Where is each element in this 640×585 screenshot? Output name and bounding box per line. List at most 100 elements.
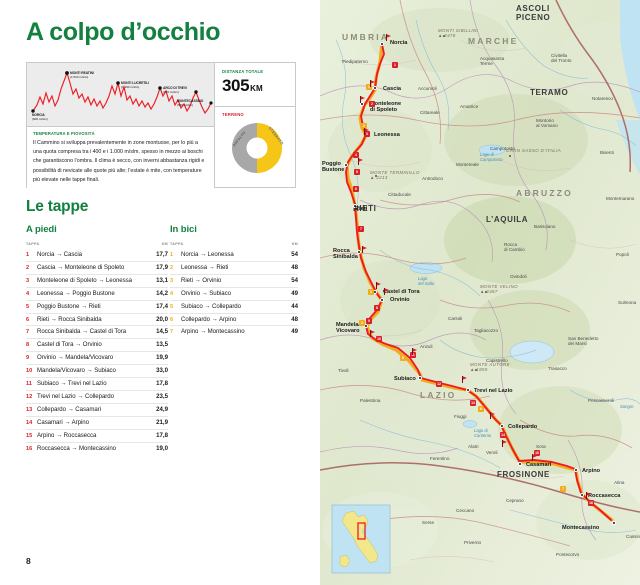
column-heading-in-bici: In bici <box>170 224 197 235</box>
map-stage-badge-walking[interactable]: 10 <box>376 336 382 342</box>
map-stage-badge-walking[interactable]: 9 <box>366 318 372 324</box>
map-stage-badge-walking[interactable]: 5 <box>354 169 360 175</box>
stage-row[interactable]: 14 Casamari → Arpino 21,9 <box>26 417 168 430</box>
stats-column: DISTANZA TOTALE 305 KM TERRENO <box>214 63 296 187</box>
map-stage-marker[interactable] <box>500 424 504 428</box>
map-stage-badge-cycling[interactable]: 5 <box>400 355 406 361</box>
map-stage-marker[interactable] <box>418 376 422 380</box>
stage-row[interactable]: 12 Trevi nel Lazio → Collepardo 23,5 <box>26 391 168 404</box>
map-stage-badge-walking[interactable]: 2 <box>369 101 375 107</box>
stage-row[interactable]: 7 Arpino → Montecassino 49 <box>170 326 298 338</box>
map-stage-marker[interactable] <box>612 521 616 525</box>
map-stage-badge-walking[interactable]: 3 <box>364 131 370 137</box>
map-stage-badge-cycling[interactable]: 3 <box>368 289 374 295</box>
column-header-row: TAPPA KM <box>170 242 298 248</box>
stage-number: 1 <box>170 252 174 258</box>
map-stage-badge-cycling[interactable]: 4 <box>359 320 365 326</box>
stage-distance: 19,9 <box>156 354 168 362</box>
stage-name: Norcia → Cascia <box>37 251 82 258</box>
distance-block: DISTANZA TOTALE 305 KM <box>215 63 296 107</box>
stage-row[interactable]: 13 Collepardo → Casamari 24,9 <box>26 404 168 417</box>
stage-row[interactable]: 10 Mandela/Vicovaro → Subiaco 33,0 <box>26 365 168 379</box>
temperature-body: Il Cammino si sviluppa prevalentemente i… <box>33 139 205 184</box>
map-stage-marker[interactable] <box>380 42 384 46</box>
map-stage-marker[interactable] <box>466 388 470 392</box>
stage-row[interactable]: 16 Roccasecca → Montecassino 19,0 <box>26 443 168 455</box>
stage-row[interactable]: 2 Cascia → Monteleone di Spoleto 17,9 <box>26 262 168 275</box>
stage-row[interactable]: 15 Arpino → Roccasecca 17,8 <box>26 430 168 443</box>
distance-value: 305 <box>222 76 250 95</box>
header-tappa: TAPPA <box>26 242 40 246</box>
stage-distance: 17,4 <box>156 302 168 310</box>
stage-row[interactable]: 5 Subiaco → Collepardo 44 <box>170 301 298 314</box>
stage-number: 15 <box>26 432 33 439</box>
map-stage-marker[interactable] <box>518 462 522 466</box>
stage-number: 1 <box>26 252 30 258</box>
peak-label-monti-reatini: MONTI REATINI (1.510 m/slm) <box>70 71 94 80</box>
temperature-panel: TEMPERATURA E PIOVOSITÀ Il Cammino si sv… <box>27 127 214 188</box>
stage-number: 4 <box>170 290 174 297</box>
map-route-flag-icon <box>358 157 363 165</box>
stage-row[interactable]: 6 Collepardo → Arpino 48 <box>170 314 298 327</box>
map-stage-badge-cycling[interactable]: 2 <box>361 123 367 129</box>
map-stage-badge-walking[interactable]: 4 <box>353 152 359 158</box>
map-stage-badge-walking[interactable]: 15 <box>534 450 540 456</box>
map-stage-badge-cycling[interactable]: 6 <box>478 406 484 412</box>
stage-row[interactable]: 6 Rieti → Rocca Sinibalda 20,0 <box>26 314 168 327</box>
map-stage-badge-walking[interactable]: 16 <box>588 500 594 506</box>
map-stage-badge-walking[interactable]: 7 <box>358 226 364 232</box>
map-stage-badge-walking[interactable]: 8 <box>374 305 380 311</box>
page-title: A colpo d’occhio <box>26 18 221 46</box>
stages-column-in-bici: In bici TAPPA KM 1 Norcia → Leonessa 54 2 Le… <box>170 224 298 338</box>
stage-row[interactable]: 8 Castel di Tora → Orvinio 13,5 <box>26 339 168 353</box>
map-stage-badge-walking[interactable]: 13 <box>470 400 476 406</box>
map-stage-badge-walking[interactable]: 14 <box>500 432 506 438</box>
stage-row[interactable]: 7 Rocca Sinibalda → Castel di Tora 14,5 <box>26 326 168 340</box>
stage-number: 8 <box>26 342 30 349</box>
italy-inset-map <box>332 505 390 573</box>
stage-number: 13 <box>26 406 33 413</box>
stage-row[interactable]: 5 Poggio Bustone → Rieti 17,4 <box>26 301 168 314</box>
map-stage-badge-walking[interactable]: 6 <box>353 186 359 192</box>
map-route-flag-icon <box>370 329 375 337</box>
map-route-flag-icon <box>532 453 537 461</box>
map-stage-badge-cycling[interactable]: 7 <box>560 486 566 492</box>
map-route-flag-icon <box>364 127 369 135</box>
stage-distance: 17,8 <box>156 380 168 388</box>
stage-name: Leonessa → Rieti <box>181 263 229 271</box>
map-stage-badge-walking[interactable]: 11 <box>410 352 416 358</box>
stage-row[interactable]: 1 Norcia → Cascia 17,7 <box>26 249 168 262</box>
map-stage-marker[interactable] <box>357 250 361 254</box>
stage-row[interactable]: 4 Orvinio → Subiaco 49 <box>170 288 298 301</box>
stage-row[interactable]: 9 Orvinio → Mandela/Vicovaro 19,9 <box>26 352 168 366</box>
map-stage-marker[interactable] <box>373 86 377 90</box>
map-stage-badge-cycling[interactable]: 1 <box>366 84 372 90</box>
map-stage-marker[interactable] <box>580 493 584 497</box>
map-stage-badge-walking[interactable]: 12 <box>436 381 442 387</box>
map-stage-marker[interactable] <box>364 324 368 328</box>
page-number: 8 <box>26 556 31 566</box>
stage-name: Rieti → Rocca Sinibalda <box>37 315 102 323</box>
map-stage-marker[interactable] <box>353 204 357 208</box>
stage-number: 2 <box>170 264 174 271</box>
distance-unit: KM <box>250 84 263 93</box>
map-stage-marker[interactable] <box>380 298 384 302</box>
stage-row[interactable]: 11 Subiaco → Trevi nel Lazio 17,8 <box>26 378 168 391</box>
distance-label: DISTANZA TOTALE <box>222 69 264 74</box>
peak-label-norcia: NORCIA (600 m/slm) <box>32 113 48 122</box>
map-route-flag-icon <box>362 245 367 253</box>
stage-row[interactable]: 4 Leonessa → Poggio Bustone 14,2 <box>26 288 168 301</box>
stage-row[interactable]: 3 Monteleone di Spoleto → Leonessa 13,1 <box>26 275 168 288</box>
stage-distance: 54 <box>291 251 298 258</box>
map-panel[interactable]: UMBRIA MARCHE ABRUZZO LAZIO ASCOLI PICENO TERA… <box>320 0 640 585</box>
map-stage-marker[interactable] <box>344 163 348 167</box>
stage-row[interactable]: 2 Leonessa → Rieti 48 <box>170 262 298 275</box>
map-stage-marker[interactable] <box>360 102 364 106</box>
map-stage-badge-walking[interactable]: 1 <box>392 62 398 68</box>
stage-number: 7 <box>170 329 174 336</box>
map-stage-marker[interactable] <box>574 468 578 472</box>
column-heading-a-piedi: A piedi <box>26 224 57 235</box>
stage-row[interactable]: 1 Norcia → Leonessa 54 <box>170 249 298 262</box>
stage-name: Leonessa → Poggio Bustone <box>37 289 115 297</box>
stage-row[interactable]: 3 Rieti → Orvinio 54 <box>170 275 298 288</box>
